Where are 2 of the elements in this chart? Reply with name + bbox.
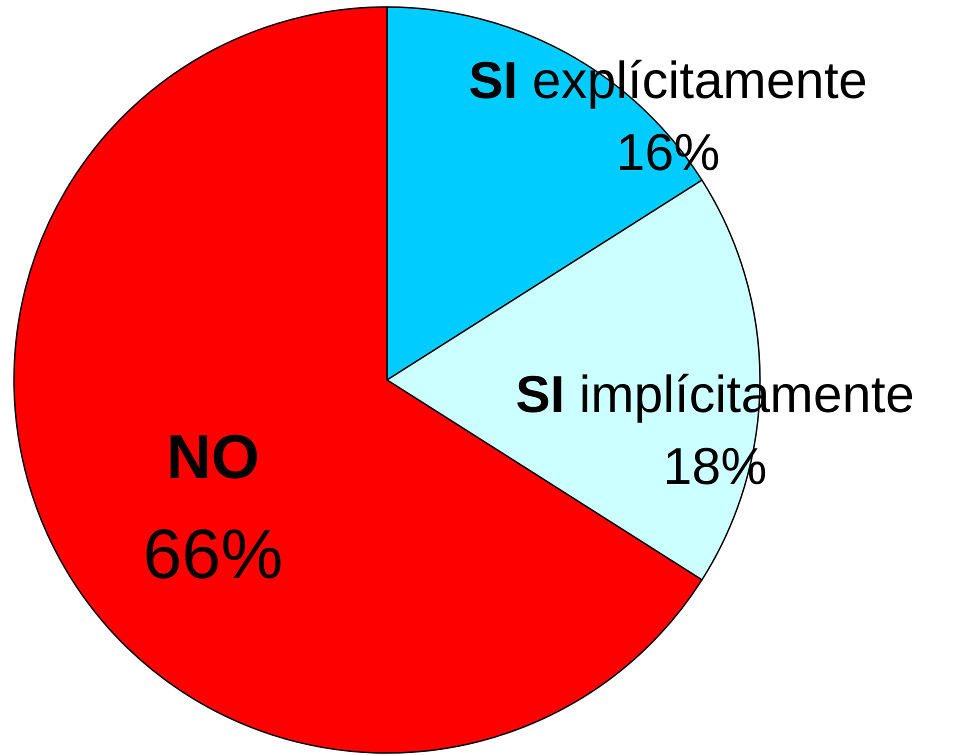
slice-label: NO — [166, 423, 260, 492]
data-label: 66% — [142, 515, 284, 593]
